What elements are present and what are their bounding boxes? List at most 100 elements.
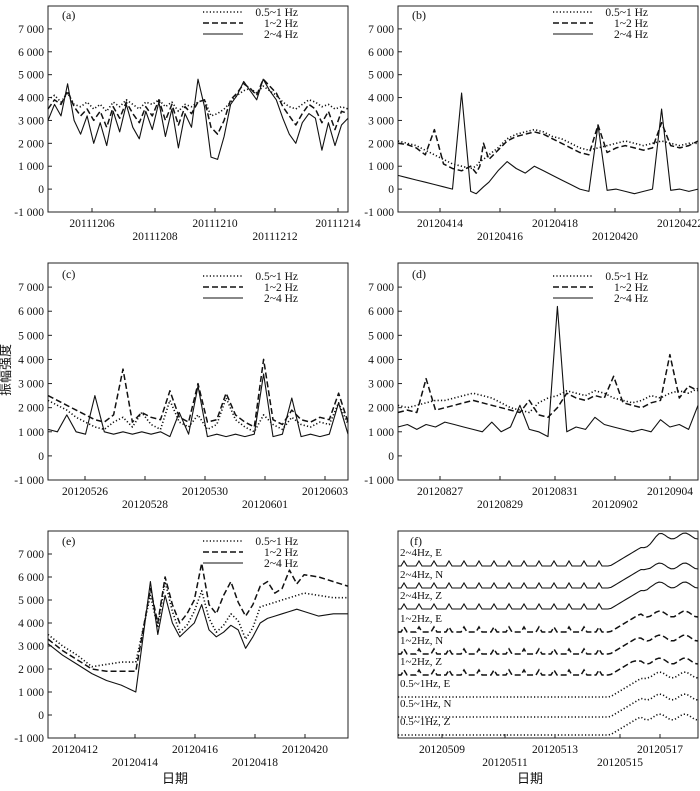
y-tick-label: 6 000	[18, 306, 44, 318]
x-tick-label: 20120422	[657, 218, 700, 230]
trace-label: 0.5~1Hz, Z	[400, 716, 451, 728]
legend-label: 1~2 Hz	[264, 547, 298, 559]
series-line-dashed	[47, 562, 349, 673]
x-tick-label: 20120528	[122, 499, 168, 511]
series-line-dotted	[47, 580, 348, 668]
x-tick-label: 20111206	[69, 218, 114, 230]
y-tick-label: 2 000	[368, 403, 394, 415]
x-tick-label: 20120414	[112, 757, 158, 769]
x-tick-label: 20120416	[477, 231, 523, 243]
series-line-solid	[47, 373, 349, 438]
x-tick-label: 20111214	[315, 218, 360, 230]
y-tick-label: 4 000	[18, 618, 44, 630]
panel-label: (b)	[412, 8, 426, 22]
series-line-dotted	[47, 85, 349, 117]
x-tick-label: 20120416	[172, 744, 218, 756]
series-line-solid	[47, 78, 349, 160]
y-tick-label: 3 000	[18, 115, 44, 127]
x-tick-label: 20120829	[477, 499, 523, 511]
y-tick-label: 5 000	[18, 330, 44, 342]
legend-label: 1~2 Hz	[264, 18, 298, 30]
x-tick-label: 20120515	[597, 757, 643, 769]
trace-line-dotted	[398, 671, 699, 698]
y-tick-label: 1 000	[18, 427, 44, 439]
y-tick-label: 1 000	[18, 687, 44, 699]
plot-frame	[397, 262, 699, 481]
panel-label: (f)	[410, 534, 422, 548]
legend-label: 0.5~1 Hz	[605, 7, 648, 19]
x-tick-label: 20120831	[532, 486, 578, 498]
y-tick-label: 7 000	[18, 549, 44, 561]
legend-label: 2~4 Hz	[264, 293, 298, 305]
y-tick-label: 0	[388, 451, 394, 463]
x-tick-label: 20111212	[252, 231, 297, 243]
trace-label: 0.5~1Hz, N	[400, 698, 452, 710]
trace-label: 2~4Hz, Z	[400, 590, 442, 602]
legend-label: 1~2 Hz	[264, 282, 298, 294]
y-tick-label: 7 000	[18, 282, 44, 294]
legend-label: 0.5~1 Hz	[255, 7, 298, 19]
x-tick-label: 20120418	[232, 757, 278, 769]
y-tick-label: 0	[388, 184, 394, 196]
series-line-dashed	[397, 353, 699, 419]
x-tick-label: 20120530	[182, 486, 228, 498]
y-tick-label: -1 000	[364, 207, 394, 219]
panel-d: -1 000 0 1 000 2 000 3 000 4 000 5 000 6 000 7 0…	[364, 262, 699, 511]
plot-frame	[47, 530, 349, 739]
y-tick-label: 5 000	[18, 70, 44, 82]
y-tick-label: 7 000	[368, 24, 394, 36]
x-tick-label: 20120418	[532, 218, 578, 230]
series-line-dashed	[47, 78, 349, 135]
series-line-solid	[397, 305, 699, 438]
trace-label: 1~2Hz, N	[400, 635, 443, 647]
trace-label: 1~2Hz, E	[400, 613, 442, 625]
panel-label: (e)	[62, 534, 75, 548]
panel-f: (f)2~4Hz, E 2~4Hz, N 2~4Hz, Z 1~2Hz, E 1~2Hz…	[397, 530, 699, 769]
x-tick-label: 20120827	[417, 486, 463, 498]
y-tick-label: 5 000	[18, 595, 44, 607]
y-tick-label: 4 000	[18, 354, 44, 366]
x-axis-title-left: 日期	[162, 771, 188, 786]
x-tick-label: 20120509	[419, 744, 465, 756]
y-tick-label: 3 000	[18, 379, 44, 391]
series-line-dotted	[397, 387, 699, 414]
x-tick-label: 20120603	[302, 486, 348, 498]
trace-line-dashed	[398, 610, 699, 633]
legend-label: 1~2 Hz	[614, 18, 648, 30]
trace-label: 0.5~1Hz, E	[400, 678, 451, 690]
x-tick-label: 20120517	[637, 744, 683, 756]
x-tick-label: 20120902	[592, 499, 638, 511]
panel-e: -1 000 0 1 000 2 000 3 000 4 000 5 000 6 000 7 0…	[14, 530, 349, 769]
y-tick-label: 3 000	[368, 115, 394, 127]
y-tick-label: 4 000	[18, 93, 44, 105]
panel-label: (c)	[62, 267, 75, 281]
series-line-solid	[397, 92, 699, 195]
y-tick-label: 5 000	[368, 70, 394, 82]
y-tick-label: 0	[38, 451, 44, 463]
y-tick-label: 6 000	[18, 47, 44, 59]
trace-line-solid	[398, 532, 699, 567]
y-tick-label: 4 000	[368, 93, 394, 105]
y-tick-label: 6 000	[368, 47, 394, 59]
legend-label: 2~4 Hz	[614, 293, 648, 305]
y-tick-label: 6 000	[368, 306, 394, 318]
y-tick-label: 3 000	[368, 379, 394, 391]
panel-c: -1 000 0 1 000 2 000 3 000 4 000 5 000 6 000 7 0…	[14, 262, 349, 511]
legend-label: 0.5~1 Hz	[255, 271, 298, 283]
panel-b: -1 000 0 1 000 2 000 3 000 4 000 5 000 6 000 7 0…	[364, 5, 700, 243]
trace-label: 2~4Hz, N	[400, 569, 443, 581]
legend-label: 1~2 Hz	[614, 282, 648, 294]
y-tick-label: 0	[38, 184, 44, 196]
trace-line-dotted	[398, 693, 699, 718]
y-tick-label: 2 000	[368, 138, 394, 150]
legend-label: 0.5~1 Hz	[605, 271, 648, 283]
y-tick-label: -1 000	[364, 475, 394, 487]
series-line-dashed	[397, 121, 699, 174]
trace-line-dotted	[398, 713, 699, 736]
y-tick-label: 2 000	[18, 664, 44, 676]
y-tick-label: 0	[38, 710, 44, 722]
trace-line-dashed	[398, 634, 699, 655]
trace-line-solid	[398, 562, 699, 589]
legend-label: 0.5~1 Hz	[255, 536, 298, 548]
